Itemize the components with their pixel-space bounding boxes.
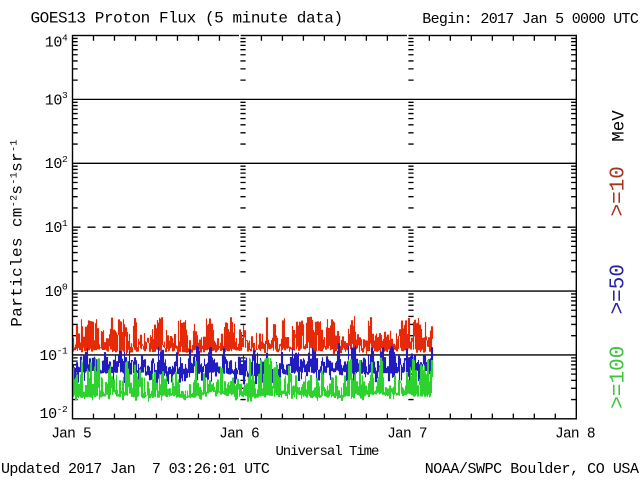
svg-text:Jan 5: Jan 5 <box>51 427 91 443</box>
svg-text:Universal Time: Universal Time <box>275 444 379 460</box>
svg-text:Jan 6: Jan 6 <box>219 427 259 443</box>
svg-text:Particles cm-2s-1sr-1: Particles cm-2s-1sr-1 <box>8 139 26 326</box>
svg-text:MeV: MeV <box>610 110 630 142</box>
svg-text:Jan 8: Jan 8 <box>555 427 595 443</box>
svg-text:>=10: >=10 <box>608 166 631 216</box>
svg-text:Updated 2017 Jan 7 03:26:01 U: Updated 2017 Jan 7 03:26:01 UTC <box>1 461 270 478</box>
svg-text:Jan 7: Jan 7 <box>387 427 427 443</box>
svg-text:>=50: >=50 <box>608 264 631 314</box>
svg-text:GOES13 Proton Flux (5 minute d: GOES13 Proton Flux (5 minute data) <box>31 9 343 27</box>
svg-text:>=100: >=100 <box>608 346 631 409</box>
svg-text:Begin: 2017 Jan 5 0000 UTC: Begin: 2017 Jan 5 0000 UTC <box>422 11 639 28</box>
svg-text:NOAA/SWPC Boulder, CO USA: NOAA/SWPC Boulder, CO USA <box>425 461 639 478</box>
